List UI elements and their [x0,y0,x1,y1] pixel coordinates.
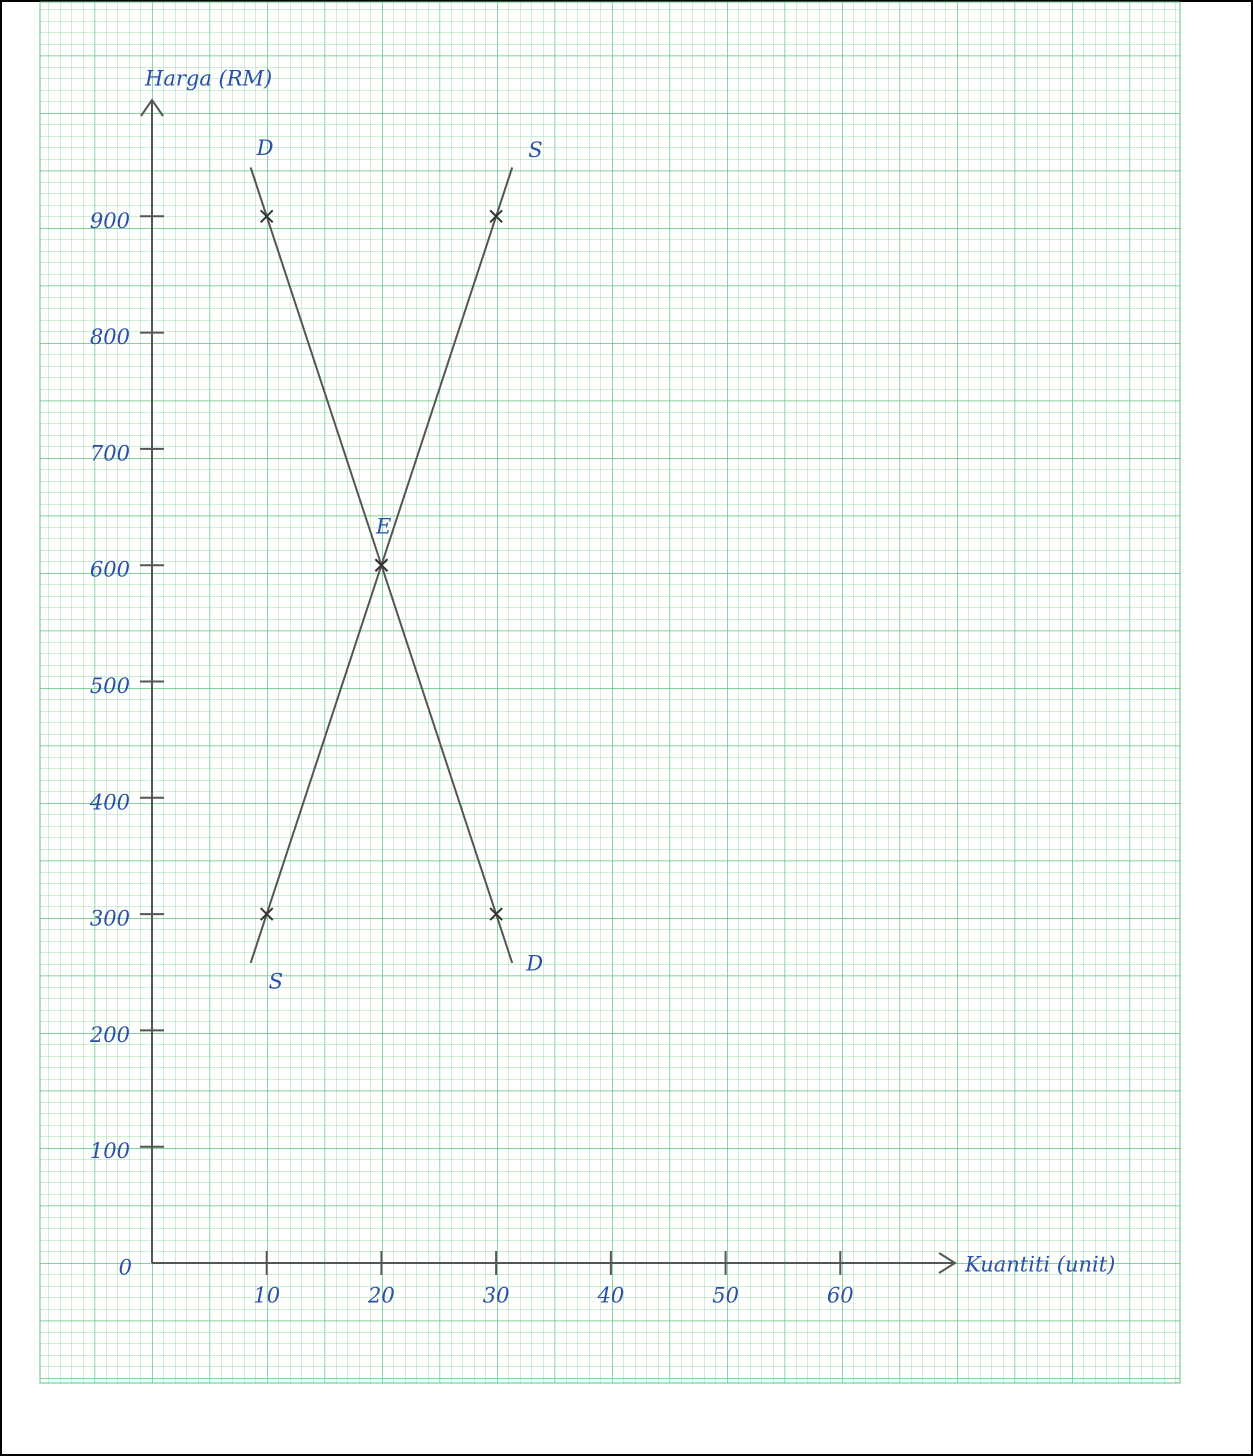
y-axis-label: Harga (RM) [144,67,272,91]
y-tick-label: 800 [90,325,130,349]
x-axis-label: Kuantiti (unit) [964,1253,1115,1277]
x-tick-label: 30 [483,1284,510,1308]
x-tick-label: 20 [367,1284,395,1308]
y-tick-label: 0 [119,1256,132,1280]
x-tick-label: 60 [827,1284,854,1308]
series-label: D [256,136,274,160]
x-tick-label: 40 [596,1284,624,1308]
x-axis-arrow [938,1252,957,1274]
y-tick-label: 300 [90,907,130,931]
graph-paper-major [39,1,1181,1384]
x-tick-label: 10 [253,1284,280,1308]
x-tick-label: 50 [712,1284,739,1308]
y-tick-label: 100 [90,1139,130,1163]
annotation: E [375,515,391,539]
line-extension [249,913,268,964]
line-extension [495,167,514,217]
series-label: D [525,951,543,975]
y-tick-label: 600 [90,558,130,582]
point-marker [374,558,389,572]
line-extension [249,167,268,217]
plot: 0 100 200 300 400 500 600 700 800 900 10 20 30 40 50 60… [89,98,957,1308]
y-tick-label: 900 [90,209,130,233]
y-tick-label: 700 [90,441,130,465]
line-extension [495,913,514,964]
series-label: S [269,969,283,993]
point-marker [489,209,503,224]
point-marker [260,907,274,921]
y-tick-label: 500 [90,674,130,698]
series-label: S [528,138,542,162]
point-marker [260,209,274,224]
point-marker [489,907,503,921]
y-tick-label: 400 [89,790,130,814]
y-tick-label: 200 [89,1023,130,1047]
y-axis-arrow [140,98,164,117]
